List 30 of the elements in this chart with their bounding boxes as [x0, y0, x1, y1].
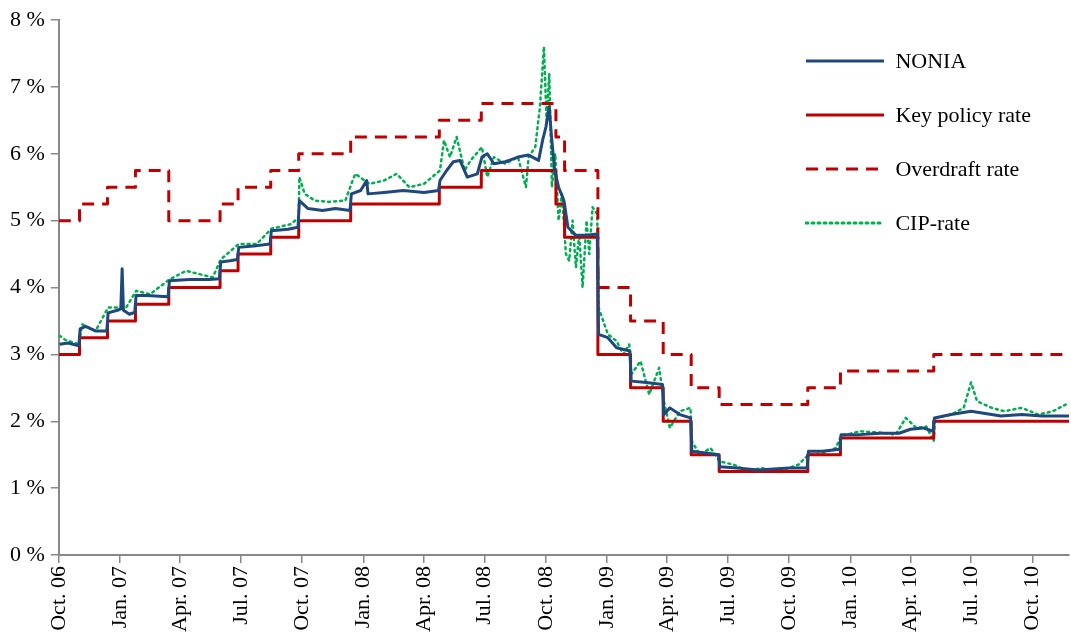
x-tick-label: Oct. 07 — [287, 566, 313, 631]
x-tick-label: Oct. 08 — [531, 566, 557, 631]
y-tick-label: 7 % — [10, 72, 45, 98]
legend-label: Overdraft rate — [895, 156, 1020, 182]
y-tick-label: 8 % — [10, 5, 45, 31]
x-tick-label: Jan. 08 — [349, 566, 375, 629]
y-tick-label: 3 % — [10, 340, 45, 366]
x-tick-label: Jan. 09 — [593, 566, 619, 629]
x-tick-label: Jul. 07 — [226, 566, 252, 625]
x-tick-label: Jul. 10 — [956, 566, 982, 625]
y-tick-label: 4 % — [10, 273, 45, 299]
legend-label: NONIA — [895, 48, 967, 74]
x-tick-label: Apr. 07 — [165, 566, 191, 632]
x-tick-label: Apr. 09 — [652, 566, 678, 632]
x-tick-label: Jan. 07 — [105, 566, 131, 629]
x-tick-label: Jan. 10 — [836, 566, 862, 629]
y-tick-label: 1 % — [10, 473, 45, 499]
x-tick-label: Oct. 06 — [44, 566, 70, 631]
y-tick-label: 6 % — [10, 139, 45, 165]
legend-label: Key policy rate — [895, 102, 1031, 128]
x-tick-label: Jul. 08 — [470, 566, 496, 625]
legend-label: CIP-rate — [895, 210, 970, 236]
y-tick-label: 2 % — [10, 407, 45, 433]
x-tick-label: Jul. 09 — [713, 566, 739, 625]
x-tick-label: Oct. 09 — [774, 566, 800, 631]
x-tick-label: Apr. 10 — [896, 566, 922, 632]
x-tick-label: Oct. 10 — [1018, 566, 1044, 631]
x-tick-label: Apr. 08 — [409, 566, 435, 632]
y-tick-label: 5 % — [10, 206, 45, 232]
y-tick-label: 0 % — [10, 540, 45, 566]
